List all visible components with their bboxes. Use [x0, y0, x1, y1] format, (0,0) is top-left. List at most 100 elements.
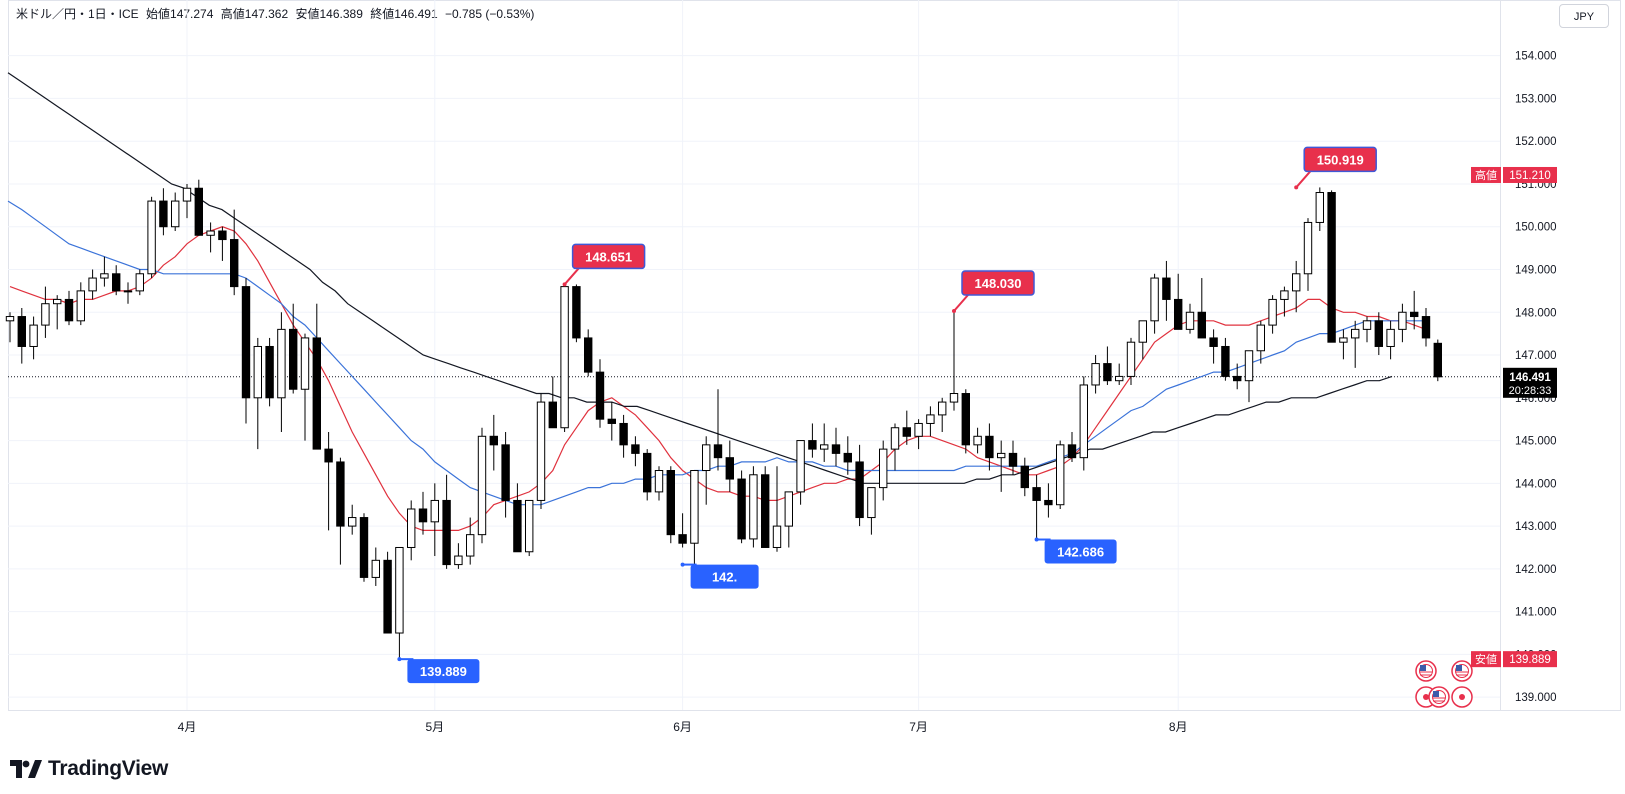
candle [1256, 320, 1265, 364]
candle-body [1244, 350, 1254, 382]
ma-short-line [9, 226, 1427, 532]
y-tick-label: 144.000 [1515, 478, 1557, 490]
price-chart[interactable]: 139.000140.000141.000142.000143.000144.0… [0, 0, 1625, 735]
candle [265, 337, 274, 407]
candle [41, 286, 50, 338]
y-tick-label: 142.000 [1515, 564, 1557, 576]
y-tick-label: 141.000 [1515, 607, 1557, 619]
candle [772, 466, 782, 552]
candle [489, 414, 499, 471]
candle-body [1233, 375, 1242, 382]
candle-body [914, 422, 923, 437]
candle [1374, 312, 1383, 356]
candle [890, 423, 900, 471]
candle [678, 513, 687, 548]
candle-body [973, 435, 982, 446]
legend-close: 終値146.491 [370, 7, 438, 21]
candle [784, 491, 793, 548]
candle-body [1032, 487, 1041, 501]
candle [926, 406, 935, 437]
event-dot [1423, 694, 1429, 700]
tradingview-logo[interactable]: TradingView [10, 756, 168, 782]
candle [312, 303, 322, 450]
candle [879, 440, 888, 501]
candle-body [1174, 298, 1183, 330]
candle-body [324, 448, 333, 463]
candle-body [1115, 375, 1124, 382]
candle-body [843, 452, 852, 463]
candle [17, 307, 27, 364]
candle-body [678, 534, 687, 544]
candle-body [513, 499, 522, 553]
candle [737, 470, 746, 544]
candle [1008, 440, 1018, 475]
candle-body [1351, 328, 1360, 339]
candle [171, 192, 180, 232]
candle-body [938, 401, 947, 416]
candle [607, 402, 616, 441]
candle [430, 483, 440, 557]
candle [1398, 303, 1407, 343]
candle-body [855, 461, 864, 519]
candle [1091, 355, 1100, 394]
candle [1244, 350, 1254, 403]
currency-button[interactable]: JPY [1559, 4, 1609, 28]
candle-body [619, 422, 628, 446]
candle-body [182, 187, 192, 202]
candle-body [737, 478, 746, 540]
candle-body [135, 273, 145, 292]
candle [1079, 376, 1088, 471]
candle [64, 290, 74, 326]
candle [1233, 363, 1242, 390]
candle [938, 397, 947, 433]
candle [1410, 290, 1419, 330]
candle [442, 474, 451, 569]
candle [182, 183, 192, 219]
candle-body [1185, 311, 1195, 330]
candle [1303, 218, 1313, 291]
candle-body [1292, 273, 1301, 292]
callout-box [961, 270, 1035, 296]
candle [5, 312, 15, 343]
candle-body [289, 328, 298, 390]
candle [560, 284, 569, 433]
candle [1032, 474, 1041, 540]
candle-body [348, 517, 357, 527]
candle-body [525, 499, 534, 553]
candle [725, 440, 734, 492]
callout-leader [1295, 170, 1311, 189]
axis-tag-label: 151.210 [1509, 170, 1551, 182]
callout-label: 148.651 [585, 249, 632, 264]
candle [1126, 337, 1136, 385]
event-dot [1459, 694, 1465, 700]
axis-tag-prefix-box [1471, 651, 1501, 668]
candle [702, 436, 711, 505]
candle-body [29, 324, 38, 347]
candle [985, 423, 994, 471]
callout-label: 139.889 [420, 664, 467, 679]
candle [1209, 329, 1218, 364]
candle [123, 282, 133, 304]
callout-label: 142. [712, 570, 737, 585]
candle [595, 359, 605, 428]
candle-body [631, 444, 640, 454]
x-tick-label: 8月 [1169, 720, 1188, 734]
candle [324, 432, 333, 531]
candle-body [1079, 384, 1088, 459]
candle [1020, 457, 1029, 497]
symbol-legend: 米ドル／円・1日・ICE 始値147.274 高値147.362 安値146.3… [16, 5, 538, 22]
candle [1268, 295, 1277, 334]
candle-body [300, 337, 310, 390]
candle [1150, 273, 1159, 334]
callout-box [571, 243, 646, 270]
candle-body [1044, 499, 1053, 506]
candle-body [64, 298, 74, 322]
flag-canton [1456, 665, 1462, 671]
candle [383, 551, 392, 634]
candle [88, 269, 97, 300]
candle-body [584, 337, 593, 373]
candle [407, 500, 416, 561]
candle-body [359, 517, 369, 578]
candle [584, 329, 593, 377]
